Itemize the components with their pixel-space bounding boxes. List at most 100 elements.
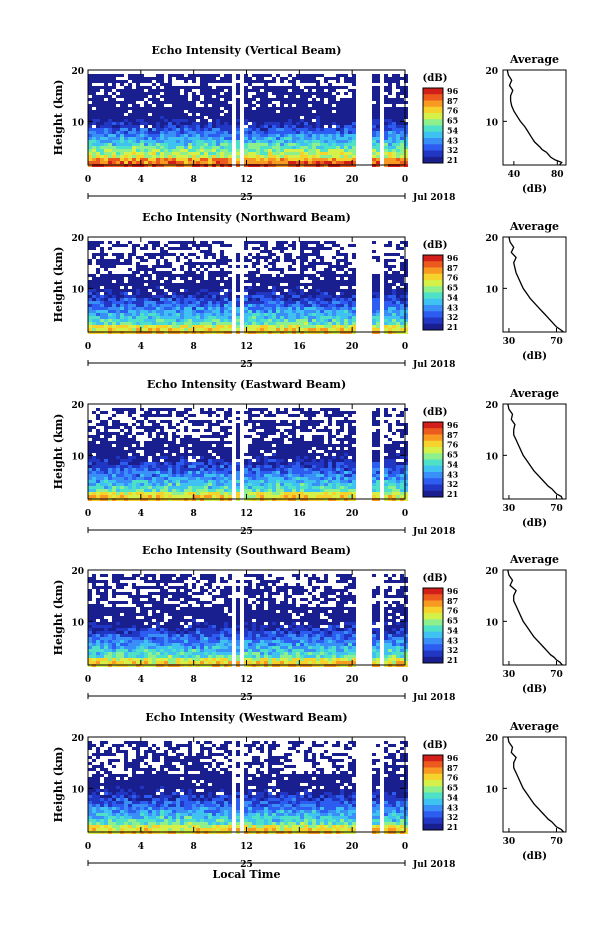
heatmap-cell [324,107,328,110]
heatmap-cell [208,322,212,325]
heatmap-cell [272,134,276,137]
heatmap-cell [332,286,336,289]
heatmap-cell [404,80,408,83]
heatmap-cell [92,480,96,483]
heatmap-cell [188,101,192,104]
heatmap-cell [260,86,264,89]
heatmap-cell [92,77,96,80]
heatmap-cell [168,83,172,86]
heatmap-cell [156,161,160,164]
heatmap-cell [316,110,320,113]
heatmap-cell [252,304,256,307]
heatmap-cell [128,253,132,256]
heatmap-cell [352,107,356,110]
colorbar-segment [423,94,443,98]
heatmap-cell [236,474,240,477]
heatmap-cell [180,268,184,271]
heatmap-cell [252,152,256,155]
heatmap-cell [336,244,340,247]
heatmap-cell [108,241,112,244]
heatmap-cell [120,125,124,128]
heatmap-cell [104,316,108,319]
heatmap-cell [136,483,140,486]
heatmap-cell [332,289,336,292]
heatmap-cell [224,307,228,310]
heatmap-cell [372,289,376,292]
heatmap-cell [388,140,392,143]
profile-frame [502,69,567,166]
heatmap-cell [176,325,180,328]
heatmap-cell [128,316,132,319]
heatmap-cell [120,453,124,456]
heatmap-cell [296,292,300,295]
heatmap-cell [348,304,352,307]
heatmap-cell [328,274,332,277]
heatmap-cell [400,149,404,152]
heatmap-cell [268,158,272,161]
heatmap-cell [180,486,184,489]
heatmap-cell [132,143,136,146]
heatmap-cell [116,307,120,310]
heatmap-cell [220,489,224,492]
heatmap-cell [316,328,320,331]
heatmap-cell [152,131,156,134]
heatmap-cell [336,140,340,143]
heatmap-cell [204,137,208,140]
heatmap-cell [228,92,232,95]
heatmap-cell [120,134,124,137]
heatmap-cell [200,89,204,92]
heatmap-cell [200,301,204,304]
heatmap-cell [104,328,108,331]
heatmap-cell [288,80,292,83]
heatmap-cell [100,137,104,140]
heatmap-cell [144,113,148,116]
heatmap-cell [376,107,380,110]
heatmap-cell [348,268,352,271]
heatmap-cell [400,158,404,161]
heatmap-cell [160,119,164,122]
heatmap-cell [332,122,336,125]
heatmap-cell [208,152,212,155]
heatmap-cell [284,298,288,301]
heatmap-cell [248,292,252,295]
heatmap-cell [372,301,376,304]
heatmap-cell [160,474,164,477]
heatmap-cell [136,244,140,247]
heatmap-cell [184,313,188,316]
heatmap-cell [96,283,100,286]
heatmap-cell [272,265,276,268]
heatmap-cell [216,95,220,98]
heatmap-cell [236,322,240,325]
heatmap-cell [252,155,256,158]
heatmap-cell [152,152,156,155]
heatmap-cell [256,152,260,155]
colorbar-segment [423,280,443,284]
heatmap-cell [272,307,276,310]
heatmap-cell [328,322,332,325]
heatmap-cell [276,92,280,95]
heatmap-cell [136,292,140,295]
heatmap-cell [208,480,212,483]
heatmap-cell [180,241,184,244]
heatmap-cell [112,474,116,477]
heatmap-cell [96,119,100,122]
heatmap-cell [316,122,320,125]
heatmap-cell [108,161,112,164]
heatmap-cell [140,307,144,310]
heatmap-cell [208,411,212,414]
heatmap-cell [192,414,196,417]
heatmap-cell [100,304,104,307]
heatmap-cell [344,271,348,274]
heatmap-cell [216,134,220,137]
heatmap-cell [188,325,192,328]
heatmap-cell [156,483,160,486]
heatmap-cell [112,423,116,426]
heatmap-cell [176,158,180,161]
heatmap-cell [220,128,224,131]
heatmap-cell [172,295,176,298]
heatmap-cell [260,310,264,313]
heatmap-cell [108,301,112,304]
heatmap-cell [236,265,240,268]
heatmap-cell [148,86,152,89]
